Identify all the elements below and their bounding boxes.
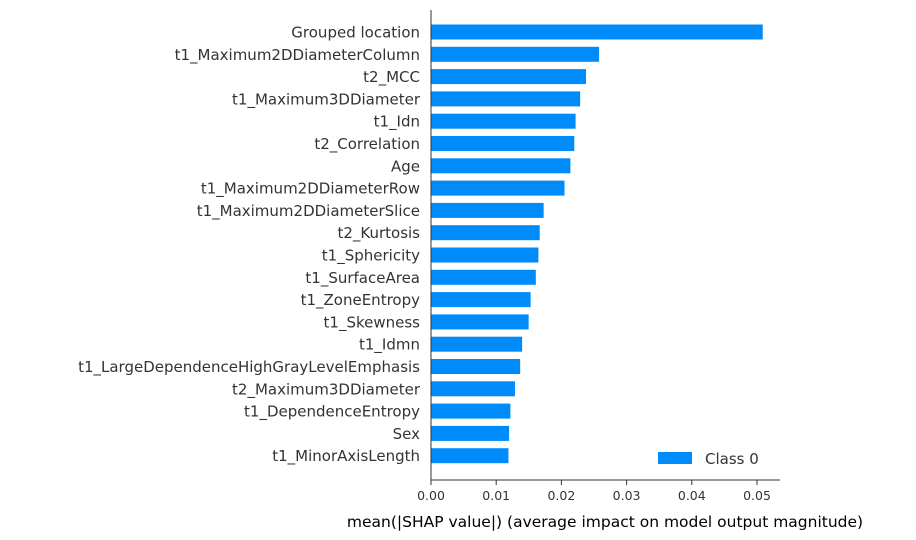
bar: [431, 314, 529, 330]
feature-label: t1_Maximum3DDiameter: [232, 90, 421, 109]
bar: [431, 359, 521, 374]
feature-label: t2_MCC: [363, 68, 420, 87]
bar: [431, 425, 510, 441]
legend: Class 0: [658, 450, 759, 468]
bar: [431, 180, 565, 196]
x-ticks-group: 0.00 0.01 0.02 0.03 0.04 0.05: [417, 480, 771, 503]
feature-label: t1_Idn: [374, 113, 420, 132]
feature-label: t1_DependenceEntropy: [244, 403, 420, 422]
bar: [431, 46, 600, 62]
feature-label: t1_Skewness: [324, 313, 421, 332]
feature-label: t1_ZoneEntropy: [301, 291, 421, 310]
bar: [431, 158, 571, 174]
legend-swatch: [658, 452, 692, 464]
bar: [431, 91, 581, 107]
feature-label: t2_Correlation: [314, 135, 420, 154]
bar: [431, 403, 511, 419]
bars-group: [431, 24, 763, 464]
bar: [431, 24, 763, 40]
bar: [431, 136, 575, 151]
x-axis-title: mean(|SHAP value|) (average impact on mo…: [347, 513, 863, 531]
feature-label: t1_SurfaceArea: [305, 269, 420, 288]
bar: [431, 381, 515, 397]
feature-label: Sex: [393, 425, 420, 443]
legend-label-class-0: Class 0: [705, 450, 759, 468]
x-tick-label: 0.02: [547, 488, 575, 503]
bar: [431, 202, 544, 218]
bar: [431, 69, 587, 85]
bar: [431, 225, 540, 241]
feature-label: Grouped location: [291, 24, 420, 42]
feature-labels-group: Grouped location t1_Maximum2DDiameterColu…: [78, 24, 421, 467]
bar: [431, 113, 576, 129]
feature-label: t1_MinorAxisLength: [272, 447, 420, 466]
feature-label: t1_Sphericity: [322, 247, 420, 266]
bar: [431, 292, 531, 308]
feature-label: t1_Idmn: [359, 336, 420, 355]
bar: [431, 247, 539, 263]
x-tick-label: 0.04: [678, 488, 706, 503]
feature-label: t2_Kurtosis: [337, 224, 420, 243]
feature-label: t1_LargeDependenceHighGrayLevelEmphasis: [78, 358, 420, 377]
feature-label: t1_Maximum2DDiameterRow: [201, 180, 420, 199]
x-tick-label: 0.01: [482, 488, 510, 503]
bar: [431, 269, 536, 285]
feature-label: Age: [391, 157, 420, 175]
x-tick-label: 0.05: [743, 488, 771, 503]
feature-label: t1_Maximum2DDiameterSlice: [197, 202, 420, 221]
bar: [431, 336, 523, 352]
bar: [431, 448, 509, 464]
x-tick-label: 0.03: [613, 488, 641, 503]
feature-label: t1_Maximum2DDiameterColumn: [175, 46, 420, 65]
x-tick-label: 0.00: [417, 488, 445, 503]
feature-label: t2_Maximum3DDiameter: [232, 380, 421, 399]
